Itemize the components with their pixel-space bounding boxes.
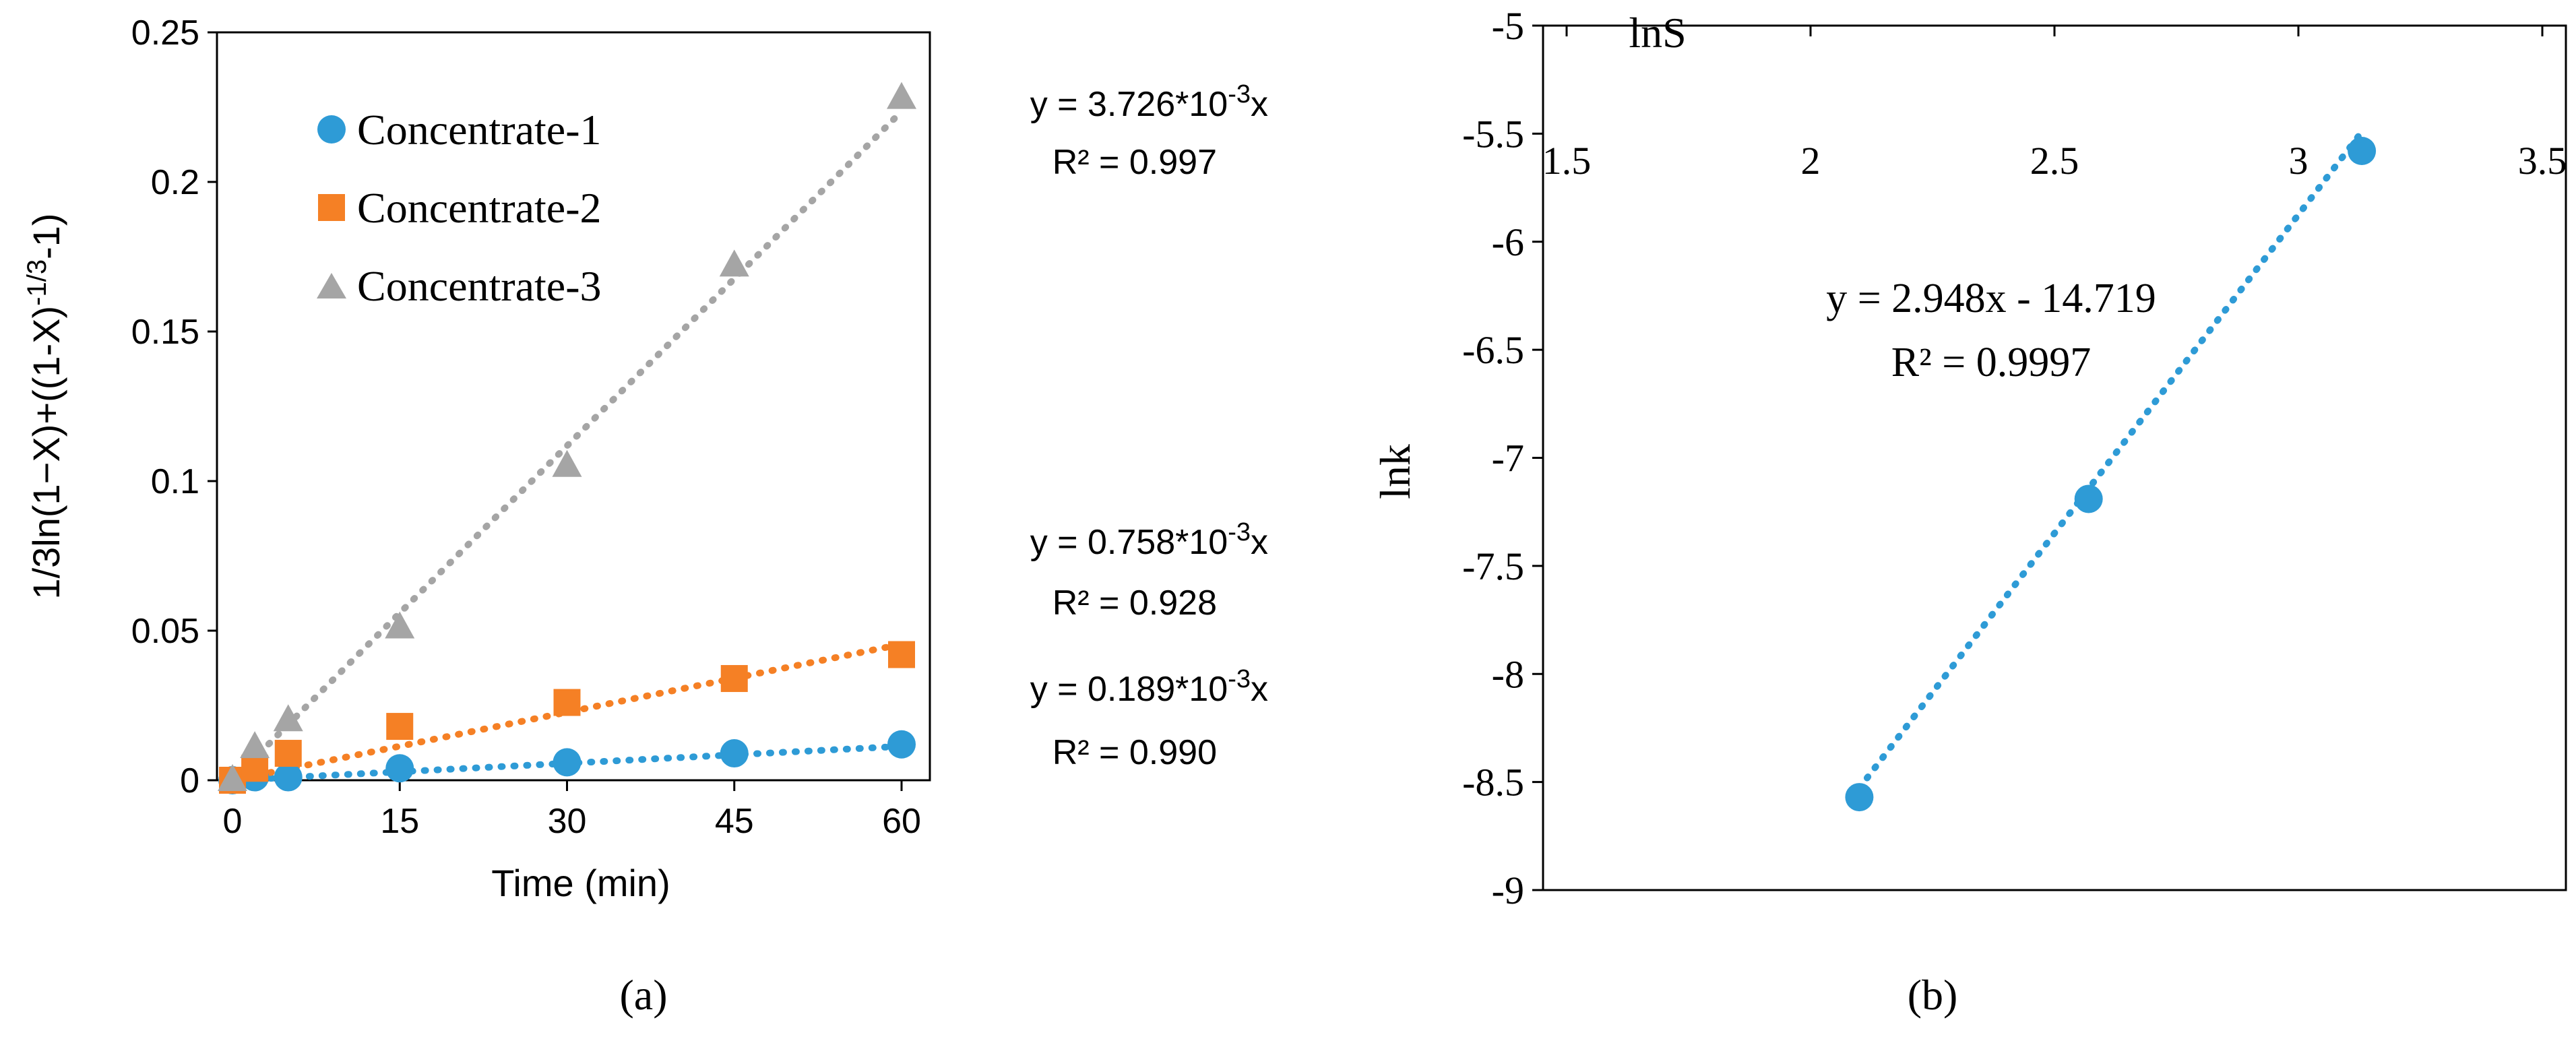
y-tick-label: 0.25: [131, 13, 199, 53]
panel-a-label: (a): [619, 971, 667, 1019]
data-point-concentrate-2: [241, 755, 269, 782]
panel-a-x-axis-title: Time (min): [491, 862, 670, 904]
y-tick-label: -5.5: [1462, 112, 1524, 156]
x-tick-label: 0: [223, 802, 243, 841]
x-tick-label: 3.5: [2518, 139, 2567, 183]
panel-b-y-axis-title: lnk: [1371, 444, 1419, 499]
panel-a-chart: 0 0.05 0.1 0.15 0.2 0.25 0 15 30 45 60 1/3ln(1−X)+…: [22, 13, 1268, 1019]
r-squared-text: R² = 0.928: [1053, 583, 1217, 623]
panel-a-legend: Concentrate-1 Concentrate-2 Concentrate-…: [317, 106, 602, 310]
data-point-concentrate-2: [888, 641, 915, 668]
data-point-concentrate-2: [553, 689, 581, 716]
panel-b-x-axis-title: lnS: [1629, 9, 1686, 57]
data-point-concentrate-2: [274, 740, 302, 767]
data-point-lnk: [1845, 783, 1874, 812]
data-point-lnk: [2348, 137, 2377, 166]
equation-concentrate-2: y = 0.758*10-3x R² = 0.928: [1030, 518, 1268, 623]
equation-text: y = 3.726*10-3x: [1030, 80, 1268, 124]
y-tick-label: -8.5: [1462, 761, 1524, 805]
y-tick-label: -9: [1492, 869, 1524, 912]
y-tick-label: 0: [180, 761, 199, 800]
y-tick-label: -5: [1492, 4, 1524, 48]
data-point-concentrate-1: [887, 730, 916, 759]
y-tick-label: -7.5: [1462, 544, 1524, 588]
legend-label: Concentrate-3: [357, 262, 602, 310]
x-tick-label: 1.5: [1542, 139, 1592, 183]
panel-b-chart: -5 -5.5 -6 -6.5 -7 -7.5 -8 -8.5 -9 1.5 2 2.5 3 3.5 ln…: [1371, 4, 2567, 1019]
equation-text: y = 0.758*10-3x: [1030, 518, 1268, 562]
equation-concentrate-3: y = 3.726*10-3x R² = 0.997: [1030, 80, 1268, 182]
panel-a-ticks: 0 0.05 0.1 0.15 0.2 0.25 0 15 30 45 60: [131, 13, 921, 841]
panel-a-plot-frame: [216, 31, 931, 782]
panel-b-ticks: -5 -5.5 -6 -6.5 -7 -7.5 -8 -8.5 -9 1.5 2 2.5 3 3.5: [1462, 4, 2567, 912]
y-tick-label: 0.05: [131, 612, 199, 651]
data-point-concentrate-3: [273, 704, 303, 732]
panel-a-points: [218, 82, 916, 794]
r-squared-text: R² = 0.990: [1053, 733, 1217, 772]
data-point-concentrate-1: [385, 754, 414, 783]
legend-marker-square: [318, 194, 345, 221]
data-point-concentrate-3: [719, 249, 749, 277]
data-point-concentrate-1: [720, 739, 749, 768]
x-tick-label: 30: [548, 802, 587, 841]
data-point-concentrate-2: [386, 713, 414, 740]
y-tick-label: -6: [1492, 220, 1524, 264]
x-tick-label: 2: [1801, 139, 1821, 183]
equation-text: y = 0.189*10-3x: [1030, 665, 1268, 709]
y-tick-label: 0.15: [131, 313, 199, 352]
x-tick-label: 3: [2289, 139, 2308, 183]
panel-b-points: [1845, 137, 2377, 812]
equation-concentrate-1: y = 0.189*10-3x R² = 0.990: [1030, 665, 1268, 772]
y-tick-label: -8: [1492, 652, 1524, 696]
panel-b-equation-text: y = 2.948x - 14.719: [1826, 276, 2156, 321]
x-tick-label: 2.5: [2030, 139, 2079, 183]
y-tick-label: 0.1: [151, 462, 199, 501]
data-point-concentrate-3: [887, 82, 916, 109]
y-tick-label: -7: [1492, 437, 1524, 480]
data-point-concentrate-2: [720, 665, 748, 693]
legend-marker-circle: [317, 115, 346, 144]
legend-label: Concentrate-1: [357, 106, 602, 154]
panel-b-trendline: [1856, 128, 2366, 792]
y-tick-label: -6.5: [1462, 328, 1524, 372]
x-tick-label: 60: [882, 802, 921, 841]
legend-label: Concentrate-2: [357, 184, 602, 232]
trendline-concentrate-3: [229, 108, 905, 784]
panel-b-label: (b): [1908, 971, 1958, 1019]
data-point-concentrate-3: [385, 611, 415, 639]
panel-a-y-axis-title: 1/3ln(1−X)+((1-X)-1/3-1): [22, 213, 67, 599]
data-point-concentrate-1: [553, 748, 582, 777]
x-tick-label: 15: [380, 802, 419, 841]
data-point-concentrate-3: [552, 449, 582, 477]
y-tick-label: 0.2: [151, 163, 199, 202]
trendline-concentrate-2: [229, 641, 905, 784]
legend-entry-concentrate-2: Concentrate-2: [318, 184, 602, 232]
data-point-lnk: [2074, 484, 2103, 513]
r-squared-text: R² = 0.997: [1053, 143, 1217, 182]
legend-marker-triangle: [317, 273, 346, 298]
legend-entry-concentrate-1: Concentrate-1: [317, 106, 602, 154]
legend-entry-concentrate-3: Concentrate-3: [317, 262, 602, 310]
data-point-concentrate-1: [274, 763, 303, 792]
trendline-lnk-vs-lns: [1856, 128, 2366, 792]
x-tick-label: 45: [715, 802, 754, 841]
panel-b-r-squared-text: R² = 0.9997: [1891, 340, 2091, 385]
data-point-concentrate-3: [218, 764, 247, 791]
data-point-concentrate-3: [240, 731, 270, 759]
